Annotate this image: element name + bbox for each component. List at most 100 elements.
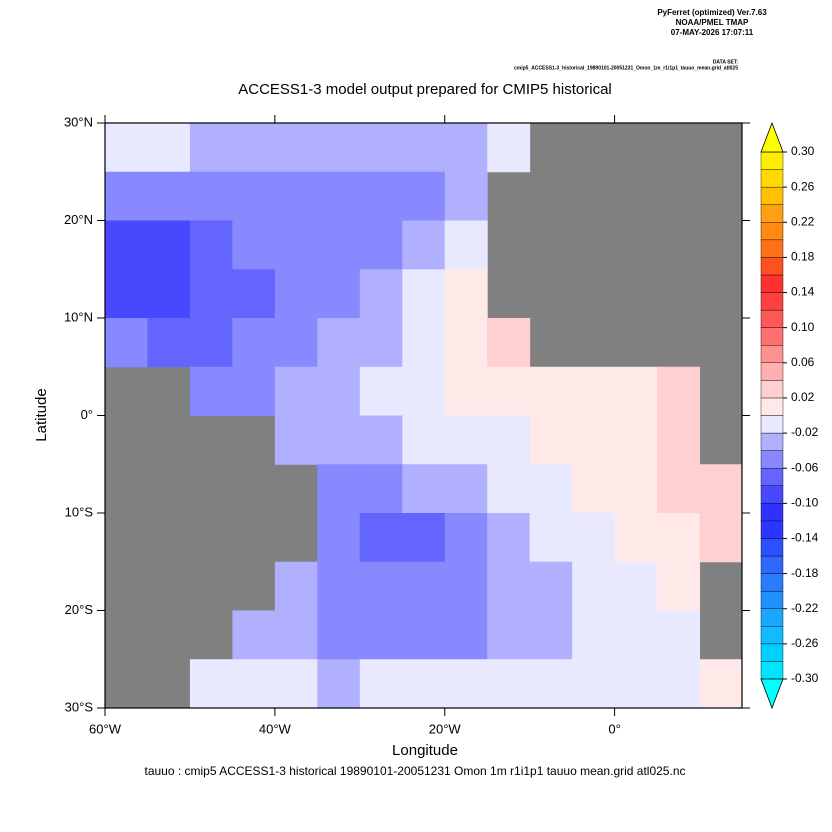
colorbar-swatch <box>760 397 784 416</box>
org: NOAA/PMEL TMAP <box>676 18 749 27</box>
field-cell <box>487 366 531 416</box>
colorbar-swatch <box>760 186 784 205</box>
field-cell <box>232 318 276 368</box>
field-cell <box>402 415 446 465</box>
field-cell <box>614 513 658 563</box>
y-tick-label: 10°S <box>65 504 94 519</box>
dataset: cmip5_ACCESS1-3_historical_19890101-2005… <box>514 65 738 71</box>
colorbar-swatch <box>760 292 784 311</box>
field-cell <box>529 659 573 709</box>
field-cell <box>105 318 148 368</box>
field-cell <box>614 415 658 465</box>
field-cell <box>572 415 616 465</box>
colorbar-label: -0.14 <box>791 531 819 545</box>
colorbar-label: 0.22 <box>791 214 815 228</box>
colorbar-swatch <box>760 432 784 451</box>
field-cell <box>317 610 361 660</box>
colorbar-swatch <box>760 450 784 469</box>
field-cell <box>657 610 701 660</box>
field-cell <box>657 659 701 709</box>
field-cell <box>189 220 233 270</box>
field-cell <box>402 171 446 221</box>
field-cell <box>402 659 446 709</box>
y-tick-label: 30°S <box>65 699 94 714</box>
field-cell <box>105 269 148 319</box>
field-cell <box>274 366 318 416</box>
colorbar-swatch <box>760 151 784 170</box>
colorbar-swatch <box>760 468 784 486</box>
field-cell <box>359 318 403 368</box>
field-cell <box>317 123 361 173</box>
colorbar-label: -0.30 <box>791 671 819 685</box>
field-cell <box>444 659 488 709</box>
field-cell <box>317 659 361 709</box>
field-cell <box>359 269 403 319</box>
field-cell <box>317 561 361 611</box>
field-cell <box>444 171 488 221</box>
colorbar-swatch <box>760 573 784 592</box>
colorbar-label: -0.26 <box>791 636 819 650</box>
y-tick-label: 20°S <box>65 602 94 617</box>
field-cell <box>359 415 403 465</box>
colorbar-label: 0.14 <box>791 285 815 299</box>
field-cell <box>444 610 488 660</box>
y-axis-label: Latitude <box>33 388 50 441</box>
field-cell <box>529 464 573 514</box>
field-cell <box>232 659 276 709</box>
field-cell <box>402 123 446 173</box>
colorbar-swatch <box>760 626 784 645</box>
colorbar-label: 0.26 <box>791 179 815 193</box>
field-cell <box>572 513 616 563</box>
field-cell <box>317 366 361 416</box>
colorbar-extend-top <box>760 121 784 153</box>
field-cell <box>529 513 573 563</box>
field-cell <box>444 220 488 270</box>
field-cell <box>657 366 701 416</box>
field-cell <box>402 269 446 319</box>
field-cell <box>444 513 488 563</box>
field-cell <box>317 464 361 514</box>
field-cell <box>232 610 276 660</box>
colorbar-swatch <box>760 327 784 346</box>
colorbar-label: 0.18 <box>791 250 815 264</box>
field-cell <box>232 171 276 221</box>
field-cell <box>359 513 403 563</box>
colorbar-label: -0.18 <box>791 566 819 580</box>
field-cell <box>444 366 488 416</box>
colorbar-swatch <box>760 608 784 627</box>
colorbar-label: -0.10 <box>791 496 819 510</box>
field-cell <box>317 269 361 319</box>
field-cell <box>444 318 488 368</box>
field-cell <box>105 220 148 270</box>
field-cell <box>614 659 658 709</box>
colorbar-swatch <box>760 520 784 539</box>
colorbar-label: -0.02 <box>791 425 819 439</box>
field-cell <box>487 561 531 611</box>
field-cell <box>572 561 616 611</box>
field-cell <box>487 123 531 173</box>
colorbar-swatch <box>760 345 784 364</box>
field-cell <box>487 513 531 563</box>
field-cell <box>444 123 488 173</box>
field-cell <box>614 366 658 416</box>
field-cell <box>487 610 531 660</box>
field-cell <box>444 415 488 465</box>
field-cell <box>529 610 573 660</box>
field-cell <box>317 171 361 221</box>
field-cell <box>232 123 276 173</box>
field-cell <box>614 610 658 660</box>
colorbar-swatch <box>760 661 784 680</box>
field-cell <box>274 123 318 173</box>
field-cell <box>614 464 658 514</box>
field-cell <box>359 561 403 611</box>
field-cell <box>274 561 318 611</box>
colorbar-label: 0.30 <box>791 144 815 158</box>
field-cell <box>274 220 318 270</box>
field-cell <box>232 220 276 270</box>
field-cell <box>402 561 446 611</box>
x-tick-label: 0° <box>608 721 620 736</box>
colorbar-swatch <box>760 362 784 381</box>
dataset-label: DATA SET: <box>713 59 739 65</box>
timestamp: 07-MAY-2026 17:07:11 <box>671 28 754 37</box>
